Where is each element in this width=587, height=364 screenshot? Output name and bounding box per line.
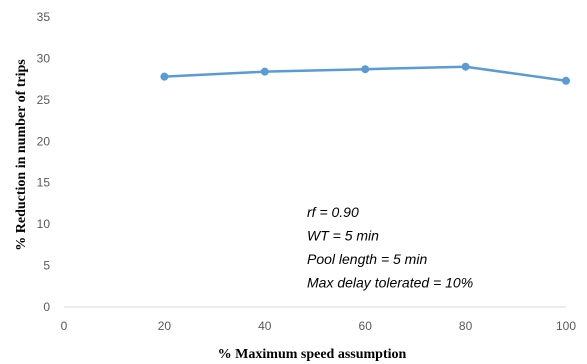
annotation-line: WT = 5 min [307,228,379,244]
y-tick-label: 5 [43,259,50,273]
y-tick-label: 30 [37,51,51,65]
y-tick-label: 0 [43,300,50,314]
x-tick-labels: 0 20 40 60 80 100 [61,319,577,333]
y-tick-label: 15 [37,176,51,190]
annotation-block: rf = 0.90 WT = 5 min Pool length = 5 min Ma… [307,204,473,291]
x-axis-title: % Maximum speed assumption [218,347,407,362]
y-tick-labels: 0 5 10 15 20 25 30 35 [37,10,51,314]
x-tick-label: 40 [258,319,272,333]
data-point [361,65,370,74]
x-tick-label: 20 [158,319,172,333]
data-point [461,62,470,71]
y-tick-label: 20 [37,134,51,148]
data-point [260,67,269,76]
y-axis-title: % Reduction in number of trips [14,59,29,251]
annotation-line: Pool length = 5 min [307,251,427,267]
y-tick-label: 35 [37,10,51,24]
data-point [160,72,169,81]
data-point [562,76,570,85]
series-group [160,62,570,85]
x-tick-label: 80 [459,319,473,333]
x-tick-label: 60 [359,319,373,333]
annotation-line: rf = 0.90 [307,204,359,220]
y-tick-label: 25 [37,93,51,107]
y-tick-label: 10 [37,217,51,231]
annotation-line: Max delay tolerated = 10% [307,275,473,291]
x-tick-label: 100 [556,319,576,333]
x-tick-label: 0 [61,319,68,333]
